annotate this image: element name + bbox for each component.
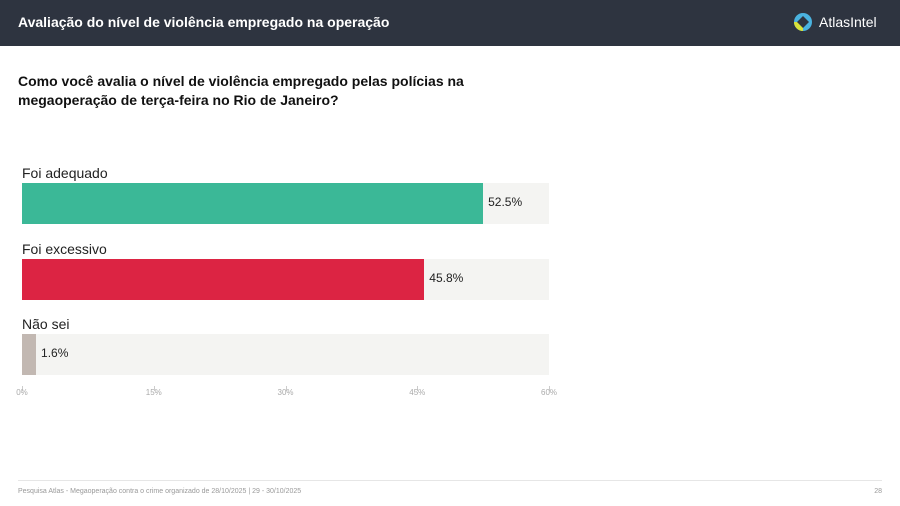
tick-label: 60% xyxy=(540,388,558,397)
bar-track: 1.6% xyxy=(22,334,549,375)
footer-divider xyxy=(18,480,882,481)
data-label: 1.6% xyxy=(41,346,69,360)
tick-label: 30% xyxy=(277,388,294,397)
category-label: Foi adequado xyxy=(22,165,108,181)
axis-tick xyxy=(549,386,550,391)
page-number: 28 xyxy=(874,488,882,495)
data-label: 45.8% xyxy=(429,271,464,285)
bar-track: 52.5% xyxy=(22,183,549,224)
bar xyxy=(22,259,425,300)
atlasintel-logo: AtlasIntel xyxy=(793,12,877,32)
bar-track: 45.8% xyxy=(22,259,549,300)
axis-tick xyxy=(285,386,287,391)
axis-tick xyxy=(22,386,23,391)
data-label: 52.5% xyxy=(488,195,523,209)
atlas-diamond-icon xyxy=(794,13,812,31)
tick-label: 0% xyxy=(16,388,28,397)
footer-source: Pesquisa Atlas - Megaoperação contra o c… xyxy=(18,488,302,495)
tick-label: 15% xyxy=(145,388,162,397)
axis-tick xyxy=(153,386,155,391)
bar xyxy=(22,334,37,375)
tick-label: 45% xyxy=(409,388,426,397)
question-text: Como você avalia o nível de violência em… xyxy=(18,73,464,108)
page-title: Avaliação do nível de violência empregad… xyxy=(18,14,390,30)
axis-tick xyxy=(417,386,419,391)
category-label: Foi excessivo xyxy=(22,241,107,257)
category-label: Não sei xyxy=(22,316,70,332)
bar xyxy=(22,183,484,224)
brand-name: AtlasIntel xyxy=(819,14,877,30)
header-bar: Avaliação do nível de violência empregad… xyxy=(0,0,900,46)
